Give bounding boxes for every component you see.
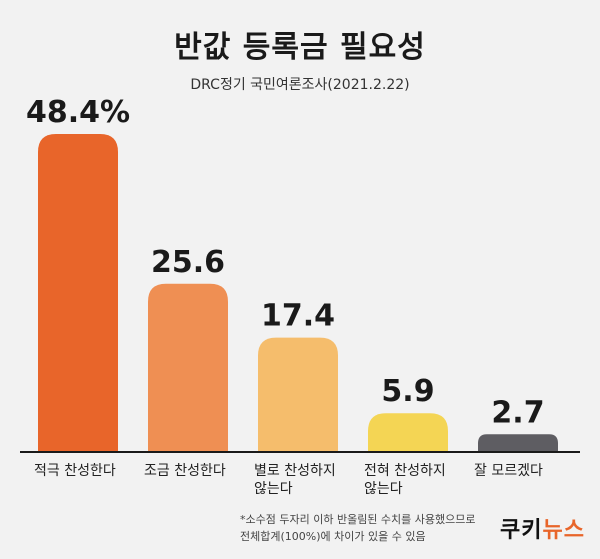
chart-title: 반값 등록금 필요성 <box>174 30 426 65</box>
bar-value-label-5: 2.7 <box>491 395 544 430</box>
bar-value-label-3: 17.4 <box>261 299 335 334</box>
bar-2 <box>148 283 228 452</box>
bar-3 <box>258 337 338 452</box>
footnote-line-1: *소수점 두자리 이하 반올림된 수치를 사용했으므로 <box>240 513 476 526</box>
footnote: *소수점 두자리 이하 반올림된 수치를 사용했으므로 전체합계(100%)에 … <box>240 511 480 545</box>
brand-logo-part2: 뉴스 <box>542 518 585 543</box>
bar-value-label-4: 5.9 <box>381 374 434 409</box>
category-label-4-line-2: 않는다 <box>364 481 403 497</box>
category-label-3-line-1: 별로 찬성하지 <box>254 463 336 479</box>
category-label-5: 잘 모르겠다 <box>474 462 586 480</box>
category-label-1: 적극 찬성한다 <box>34 462 146 480</box>
category-label-5-line-1: 잘 모르겠다 <box>474 463 543 479</box>
bar-5 <box>478 434 558 452</box>
category-label-1-line-1: 적극 찬성한다 <box>34 463 116 479</box>
category-label-3-line-2: 않는다 <box>254 481 293 497</box>
category-label-4-line-1: 전혀 찬성하지 <box>364 463 446 479</box>
chart-subtitle: DRC정기 국민여론조사(2021.2.22) <box>190 77 410 93</box>
bar-value-label-1: 48.4% <box>26 95 130 130</box>
category-label-2: 조금 찬성한다 <box>144 462 256 480</box>
category-label-2-line-1: 조금 찬성한다 <box>144 463 226 479</box>
bar-value-label-2: 25.6 <box>151 245 225 280</box>
bar-1 <box>38 134 118 452</box>
brand-logo-part1: 쿠키 <box>500 518 543 543</box>
footnote-line-2: 전체합계(100%)에 차이가 있을 수 있음 <box>240 530 426 543</box>
bar-4 <box>368 413 448 452</box>
brand-logo: 쿠키뉴스 <box>500 512 585 544</box>
